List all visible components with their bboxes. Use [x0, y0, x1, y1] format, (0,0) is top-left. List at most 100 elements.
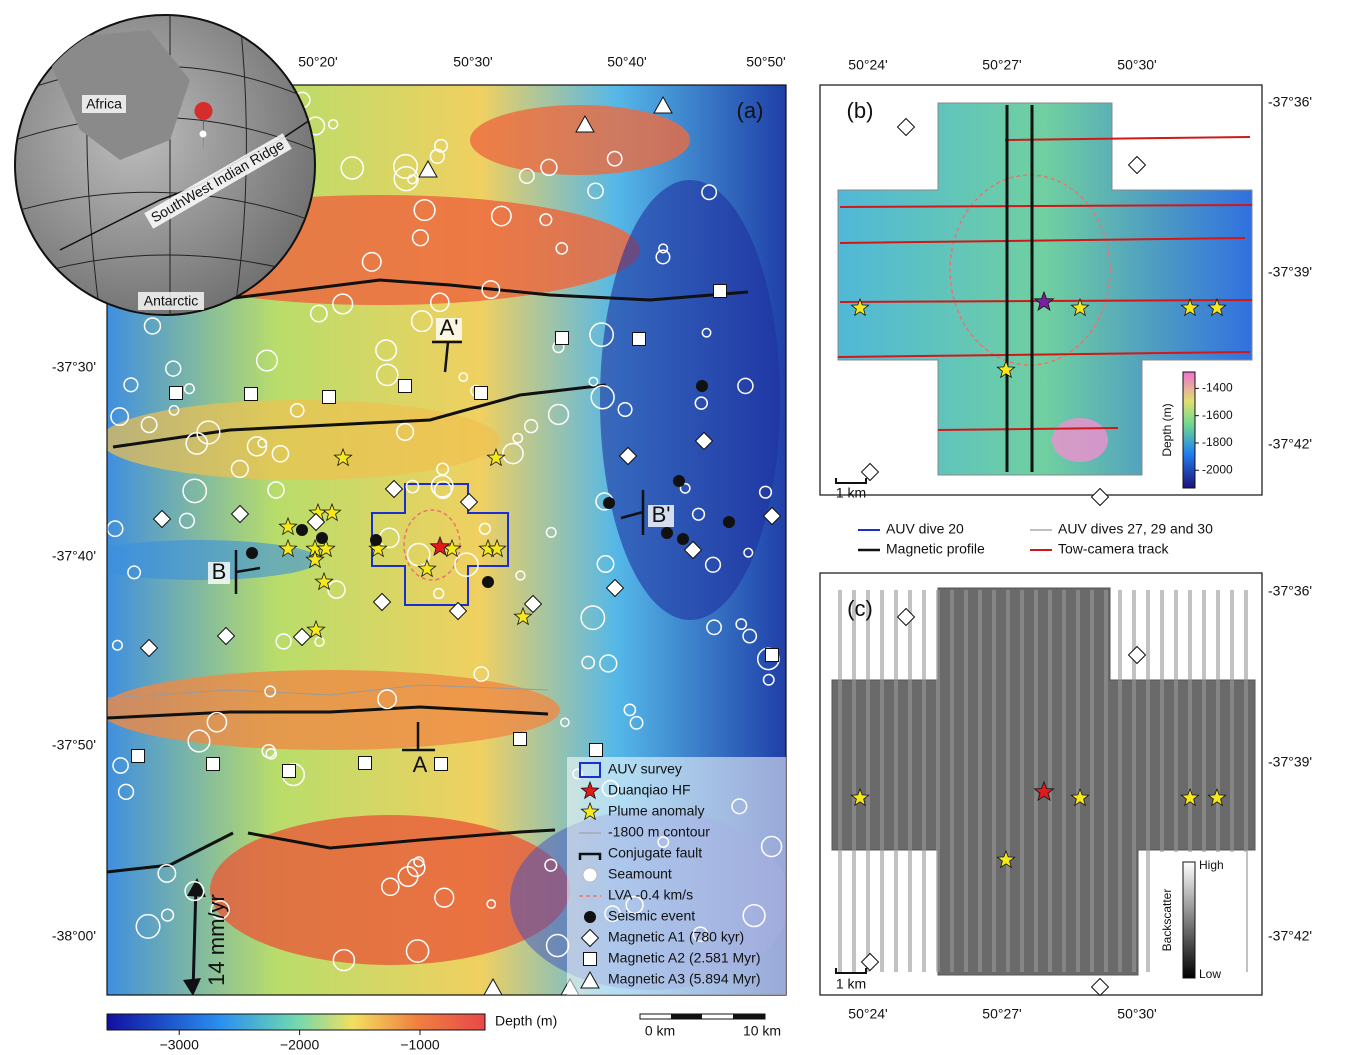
seamount-marker [679, 482, 691, 494]
star-marker [314, 571, 334, 591]
diamond-marker [860, 462, 880, 482]
legend-swatch [578, 852, 602, 860]
scale-label: 0 km [645, 1023, 675, 1039]
lat-tick-label: -37°36' [1268, 94, 1312, 110]
seamount-marker [271, 444, 290, 463]
star-marker [316, 538, 336, 558]
legend-box [567, 757, 786, 995]
star-marker [996, 849, 1016, 869]
square-marker [589, 743, 603, 757]
seamount-marker [434, 887, 455, 908]
legend [858, 529, 1052, 552]
seamount-marker [590, 385, 615, 410]
colorbar-label: High [1199, 858, 1224, 872]
seamount-marker [559, 717, 570, 728]
star-marker [1070, 297, 1090, 317]
legend-label: Magnetic A1 (780 kyr) [608, 929, 744, 945]
diamond-marker [384, 479, 404, 499]
star-marker [1207, 297, 1227, 317]
profile-label: A [413, 752, 428, 777]
star-marker [368, 538, 388, 558]
lon-tick-label: 50°50' [746, 54, 785, 70]
legend-label: Plume anomaly [608, 803, 705, 819]
seamount-marker [454, 552, 479, 578]
seismic-marker [677, 533, 689, 545]
diamond-marker [523, 594, 543, 614]
seismic-marker [584, 911, 596, 923]
star-marker [1180, 297, 1200, 317]
star-marker [1033, 780, 1055, 802]
seismic-marker [316, 532, 328, 544]
depth-colorbar [106, 1013, 486, 1031]
profile-label: B [212, 559, 227, 584]
seamount-marker [332, 948, 356, 972]
square-marker [632, 332, 646, 346]
seamount-marker [275, 633, 292, 650]
legend-label: AUV dives 27, 29 and 30 [1058, 521, 1213, 537]
diamond-marker [896, 607, 916, 627]
seamount-marker [589, 322, 614, 348]
seamount-marker [375, 339, 398, 362]
diamond-marker [1127, 155, 1147, 175]
lat-tick-label: -37°39' [1268, 754, 1312, 770]
seamount-marker [655, 249, 671, 265]
panel-label: (c) [847, 596, 873, 621]
seamount-marker [694, 396, 709, 410]
seamount-marker [544, 858, 558, 872]
scale-label: 1 km [836, 976, 866, 992]
square-marker [131, 749, 145, 763]
legend-label: Seismic event [608, 908, 695, 924]
seamount-marker [112, 757, 129, 774]
profile-label: A' [440, 315, 459, 340]
seamount-marker [230, 459, 249, 479]
square-marker [765, 648, 779, 662]
colorbar-box [1150, 852, 1246, 986]
seamount-marker [246, 436, 268, 457]
seismic-marker [603, 497, 615, 509]
seamount-marker [413, 856, 425, 868]
triangle-marker [653, 95, 673, 114]
inset-globe: Africa SouthWest Indian Ridge Antarctic [14, 14, 316, 316]
star-marker [580, 801, 600, 821]
seamount-marker [397, 866, 419, 888]
legend-label: Seamount [608, 866, 672, 882]
diamond-marker [580, 928, 600, 948]
seamount-marker [267, 481, 285, 499]
square-marker [244, 387, 258, 401]
lat-tick-label: -37°30' [52, 359, 96, 375]
seamount-marker [737, 377, 754, 395]
lat-tick-label: -37°39' [1268, 264, 1312, 280]
profile-label: B' [652, 502, 671, 527]
seamount-marker [704, 556, 722, 573]
diamond-marker [1090, 977, 1110, 997]
seamount-marker [411, 229, 430, 247]
square-marker [713, 284, 727, 298]
lat-tick-label: -38°00' [52, 928, 96, 944]
seamount-marker [735, 618, 748, 631]
seamount-marker [332, 293, 354, 315]
legend-swatch [579, 762, 601, 778]
seamount-marker [377, 689, 398, 710]
seamount-marker [581, 655, 596, 670]
seamount-marker [140, 416, 158, 434]
seamount-marker [327, 580, 346, 599]
seamount-marker [157, 863, 177, 883]
seamount-marker [545, 526, 557, 538]
colorbar-tick-label: −1000 [400, 1037, 440, 1053]
star-marker [1180, 787, 1200, 807]
seamount-marker [396, 422, 415, 442]
seamount-marker [289, 403, 305, 418]
seamount-marker [490, 205, 512, 227]
seismic-marker [661, 527, 673, 539]
backscatter-colorbar [1182, 861, 1196, 979]
spreading-rate: 14 mm/yr [204, 894, 229, 986]
seismic-marker [723, 516, 735, 528]
diamond-marker [1127, 645, 1147, 665]
seamount-marker [458, 372, 469, 383]
lat-tick-label: -37°36' [1268, 583, 1312, 599]
seamount-marker [196, 420, 221, 445]
seamount-marker [486, 899, 497, 909]
seamount-marker [596, 555, 615, 573]
diamond-marker [292, 627, 312, 647]
seamount-marker [375, 363, 399, 387]
